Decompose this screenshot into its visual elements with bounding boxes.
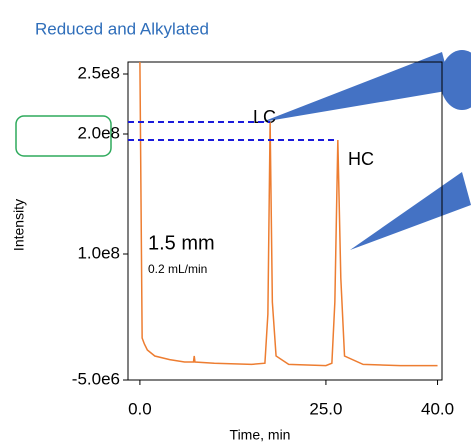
data-line	[139, 61, 438, 367]
annotation: LC	[253, 107, 276, 127]
x-axis-label: Time, min	[230, 427, 291, 443]
plot-frame	[127, 61, 443, 381]
y-axis-label: Intensity	[11, 199, 27, 251]
y-tick-label: 2.5e8	[77, 63, 120, 82]
callout	[262, 52, 452, 122]
y-tick-label: 2.0e8	[77, 123, 120, 142]
y-tick-label: -5.0e6	[72, 369, 120, 388]
highlight-box	[15, 115, 112, 157]
callout	[440, 50, 471, 110]
annotation: 0.2 mL/min	[148, 262, 207, 276]
y-tick-label: 1.0e8	[77, 243, 120, 262]
x-tick-label: 25.0	[309, 399, 342, 418]
annotation: HC	[348, 149, 374, 169]
x-tick-label: 40.0	[421, 399, 454, 418]
chart-title: Reduced and Alkylated	[35, 19, 209, 38]
annotation: 1.5 mm	[148, 232, 215, 254]
callout	[350, 172, 471, 250]
x-tick-label: 0.0	[128, 399, 152, 418]
